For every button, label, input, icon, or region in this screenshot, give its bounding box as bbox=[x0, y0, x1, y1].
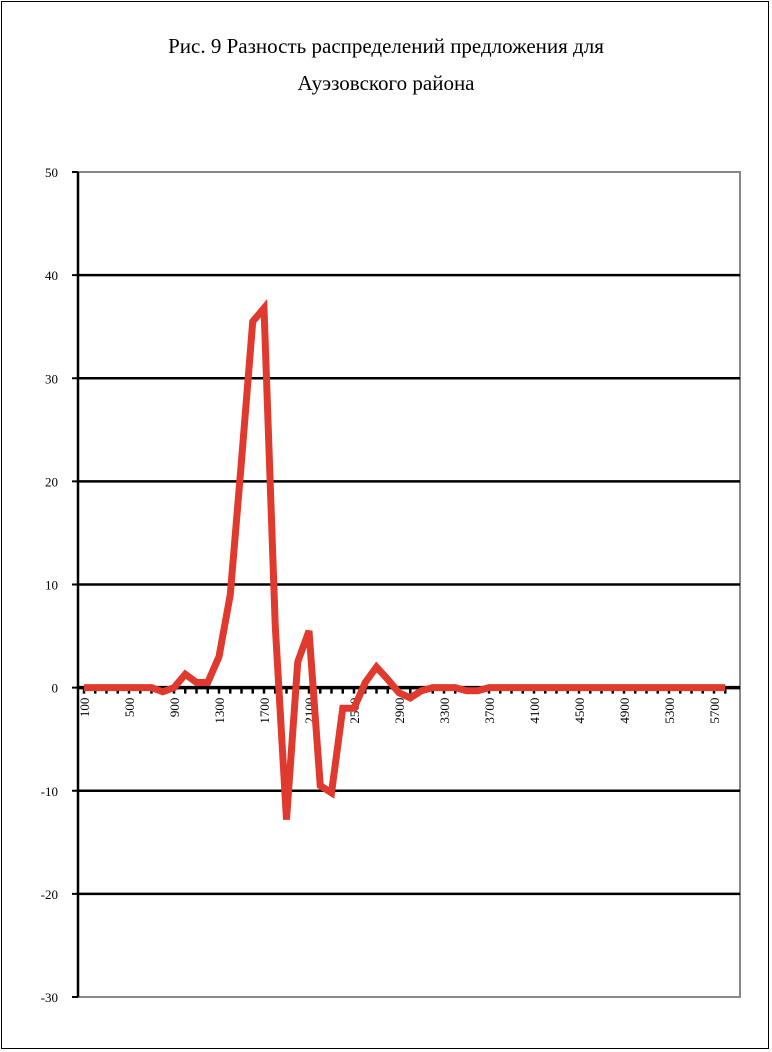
x-tick-label: 4100 bbox=[527, 698, 542, 724]
series-line bbox=[84, 298, 726, 820]
y-tick-label: 40 bbox=[45, 268, 58, 283]
y-tick-label: 0 bbox=[52, 681, 59, 696]
y-tick-label: 20 bbox=[45, 474, 58, 489]
y-tick-label: -20 bbox=[41, 887, 58, 902]
x-tick-label: 3300 bbox=[437, 698, 452, 724]
x-tick-label: 100 bbox=[77, 698, 92, 718]
y-tick-label: 50 bbox=[45, 165, 58, 180]
x-tick-label: 4900 bbox=[617, 698, 632, 724]
chart-title-line2: Ауэзовского района bbox=[297, 71, 475, 95]
x-tick-label: 3700 bbox=[482, 698, 497, 724]
y-tick-label: -10 bbox=[41, 784, 58, 799]
y-tick-label: -30 bbox=[41, 990, 58, 1005]
x-tick-label: 4500 bbox=[572, 698, 587, 724]
x-tick-label: 1300 bbox=[212, 698, 227, 724]
x-tick-label: 500 bbox=[122, 698, 137, 718]
x-tick-label: 1700 bbox=[257, 698, 272, 724]
x-tick-label: 900 bbox=[167, 698, 182, 718]
y-tick-label: 30 bbox=[45, 371, 58, 386]
x-tick-label: 5300 bbox=[662, 698, 677, 724]
chart-title-line1: Рис. 9 Разность распределений предложени… bbox=[168, 34, 604, 58]
y-tick-label: 10 bbox=[45, 578, 58, 593]
x-tick-label: 2900 bbox=[392, 698, 407, 724]
x-tick-label: 5700 bbox=[707, 698, 722, 724]
